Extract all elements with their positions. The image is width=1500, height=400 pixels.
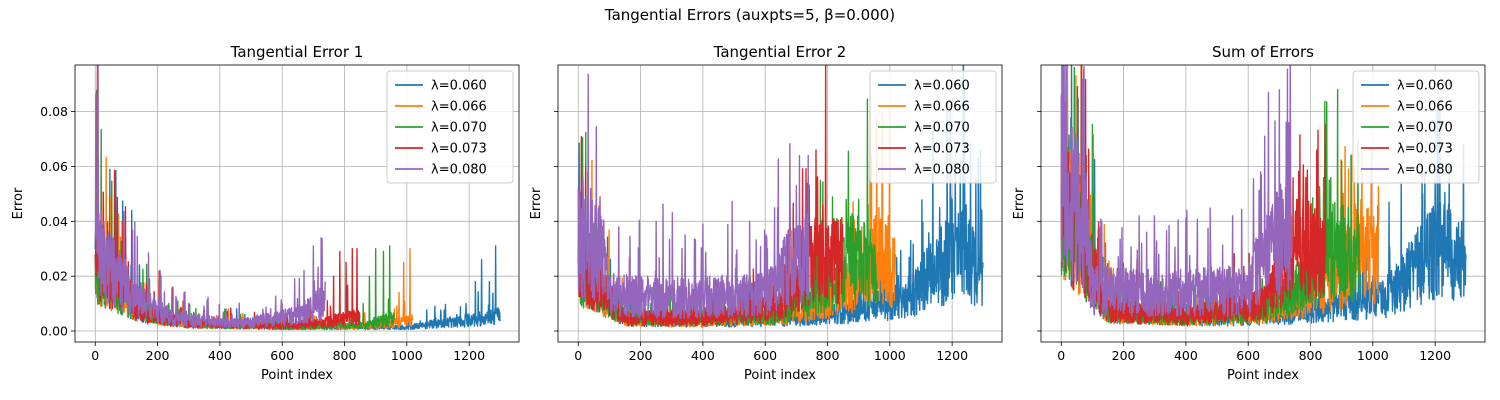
series-line xyxy=(94,65,326,329)
subplot-1: 0 200 400 600 800 1000 1200 0.00 0.02 0.04 0.06 0.0… xyxy=(11,43,520,383)
legend-box xyxy=(386,70,514,184)
y-axis-label: Error xyxy=(529,187,544,219)
subplot-title: Tangential Error 2 xyxy=(713,43,847,61)
figure-title: Tangential Errors (auxpts=5, β=0.000) xyxy=(604,6,895,24)
legend: λ=0.060 λ=0.066 λ=0.070 λ=0.073 λ=0.080 xyxy=(386,70,514,184)
legend-entry-label: λ=0.073 xyxy=(914,142,970,157)
legend-entry-label: λ=0.066 xyxy=(914,100,970,115)
legend-box xyxy=(869,70,997,184)
x-tick-label: 400 xyxy=(691,348,715,363)
x-tick-label: 1000 xyxy=(874,348,906,363)
x-tick-label: 200 xyxy=(1112,348,1136,363)
legend-entry-label: λ=0.070 xyxy=(914,121,970,136)
subplot-title: Tangential Error 1 xyxy=(230,43,364,61)
legend-entry-label: λ=0.066 xyxy=(1397,100,1453,115)
x-axis-label: Point index xyxy=(1227,368,1299,383)
y-tick-label: 0.08 xyxy=(40,104,68,119)
x-tick-label: 200 xyxy=(146,348,170,363)
y-tick-label: 0.06 xyxy=(40,159,68,174)
legend-entry-label: λ=0.066 xyxy=(431,100,487,115)
x-tick-label: 400 xyxy=(1174,348,1198,363)
x-tick-label: 600 xyxy=(1236,348,1260,363)
x-tick-label: 1200 xyxy=(936,348,968,363)
x-tick-label: 0 xyxy=(1057,348,1065,363)
subplot-2: 0 200 400 600 800 1000 1200 Tangential Error 2 P… xyxy=(529,43,1003,383)
legend-entry-label: λ=0.060 xyxy=(1397,79,1453,94)
x-tick-label: 800 xyxy=(1299,348,1323,363)
axes-frame xyxy=(74,64,520,343)
axes-frame xyxy=(557,64,1003,343)
legend-entry-label: λ=0.060 xyxy=(431,79,487,94)
series-line xyxy=(577,73,810,320)
legend-entry-label: λ=0.060 xyxy=(914,79,970,94)
legend: λ=0.060 λ=0.066 λ=0.070 λ=0.073 λ=0.080 xyxy=(869,70,997,184)
y-tick-label: 0.00 xyxy=(40,324,68,339)
x-axis-label: Point index xyxy=(744,368,816,383)
x-tick-label: 600 xyxy=(753,348,777,363)
y-tick-label: 0.02 xyxy=(40,269,68,284)
x-tick-label: 1000 xyxy=(1357,348,1389,363)
x-tick-label: 800 xyxy=(333,348,357,363)
y-tick-label: 0.04 xyxy=(40,214,68,229)
series-line xyxy=(1060,65,1293,318)
x-tick-label: 200 xyxy=(629,348,653,363)
x-tick-label: 1000 xyxy=(391,348,423,363)
legend-entry-label: λ=0.080 xyxy=(1397,163,1453,178)
y-axis-label: Error xyxy=(11,187,26,219)
x-tick-label: 800 xyxy=(816,348,840,363)
x-tick-label: 1200 xyxy=(453,348,485,363)
x-axis-label: Point index xyxy=(261,368,333,383)
legend-entry-label: λ=0.073 xyxy=(431,142,487,157)
x-tick-label: 400 xyxy=(208,348,232,363)
subplot-title: Sum of Errors xyxy=(1212,43,1314,61)
legend-entry-label: λ=0.070 xyxy=(1397,121,1453,136)
legend-entry-label: λ=0.080 xyxy=(914,163,970,178)
subplot-3: 0 200 400 600 800 1000 1200 Sum of Errors Point … xyxy=(1012,43,1486,383)
y-axis-label: Error xyxy=(1012,187,1027,219)
x-tick-label: 0 xyxy=(574,348,582,363)
x-tick-label: 600 xyxy=(270,348,294,363)
axes-frame xyxy=(1040,64,1486,343)
legend-entry-label: λ=0.070 xyxy=(431,121,487,136)
x-tick-label: 1200 xyxy=(1419,348,1451,363)
x-tick-label: 0 xyxy=(91,348,99,363)
legend-entry-label: λ=0.073 xyxy=(1397,142,1453,157)
legend-entry-label: λ=0.080 xyxy=(431,163,487,178)
legend: λ=0.060 λ=0.066 λ=0.070 λ=0.073 λ=0.080 xyxy=(1352,70,1480,184)
legend-box xyxy=(1352,70,1480,184)
